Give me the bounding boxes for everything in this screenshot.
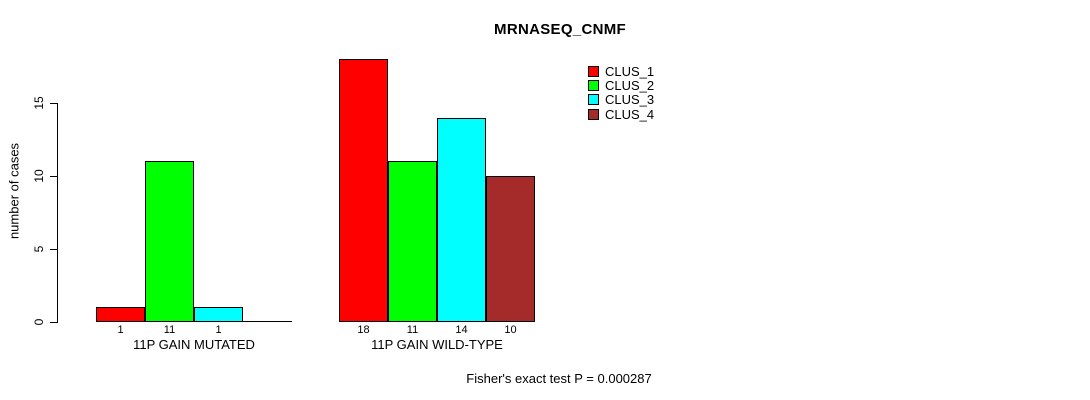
y-axis-tick-label: 15 [32,96,46,110]
bar-clus_3 [437,118,486,322]
fisher-test-annotation: Fisher's exact test P = 0.000287 [466,371,652,386]
bar-clus_3 [194,307,243,322]
bar-clus_4 [486,176,535,322]
bar-clus_1 [339,59,388,322]
y-axis-tick-label: 5 [32,245,46,253]
bar-clus_2 [145,161,194,322]
legend-swatch-clus_1 [588,65,599,77]
y-axis-line [57,103,58,323]
bar-value-label: 1 [215,324,222,336]
bar-value-label: 10 [504,324,517,336]
legend-item-clus_3: CLUS_3 [588,93,654,107]
bar-value-label: 1 [117,324,124,336]
chart-title: MRNASEQ_CNMF [494,21,626,38]
y-axis-tick [50,249,57,250]
legend-label: CLUS_4 [605,106,655,122]
y-axis-tick [50,322,57,323]
bar-value-label: 11 [163,324,176,336]
x-group-label: 11P GAIN MUTATED [133,337,255,352]
x-group-label: 11P GAIN WILD-TYPE [371,337,503,352]
legend-item-clus_1: CLUS_1 [588,64,654,78]
legend-swatch-clus_2 [588,79,599,91]
bar-clus_2 [388,161,437,322]
bar-value-label: 11 [406,324,419,336]
legend-item-clus_4: CLUS_4 [588,107,654,121]
legend-item-clus_2: CLUS_2 [588,78,654,92]
bar-clus_1 [96,307,145,322]
legend: CLUS_1 CLUS_2 CLUS_3 CLUS_4 [588,64,654,121]
y-axis-tick-label: 10 [32,169,46,183]
y-axis-tick [50,103,57,104]
legend-label: CLUS_2 [605,77,655,93]
bar-value-label: 18 [357,324,370,336]
y-axis-tick-label: 0 [32,318,46,326]
legend-label: CLUS_1 [605,63,655,79]
legend-swatch-clus_3 [588,94,599,106]
bar-value-label: 14 [455,324,468,336]
legend-swatch-clus_4 [588,108,599,120]
y-axis-tick [50,176,57,177]
legend-label: CLUS_3 [605,92,655,108]
bar-clus_4-zero [243,321,292,322]
